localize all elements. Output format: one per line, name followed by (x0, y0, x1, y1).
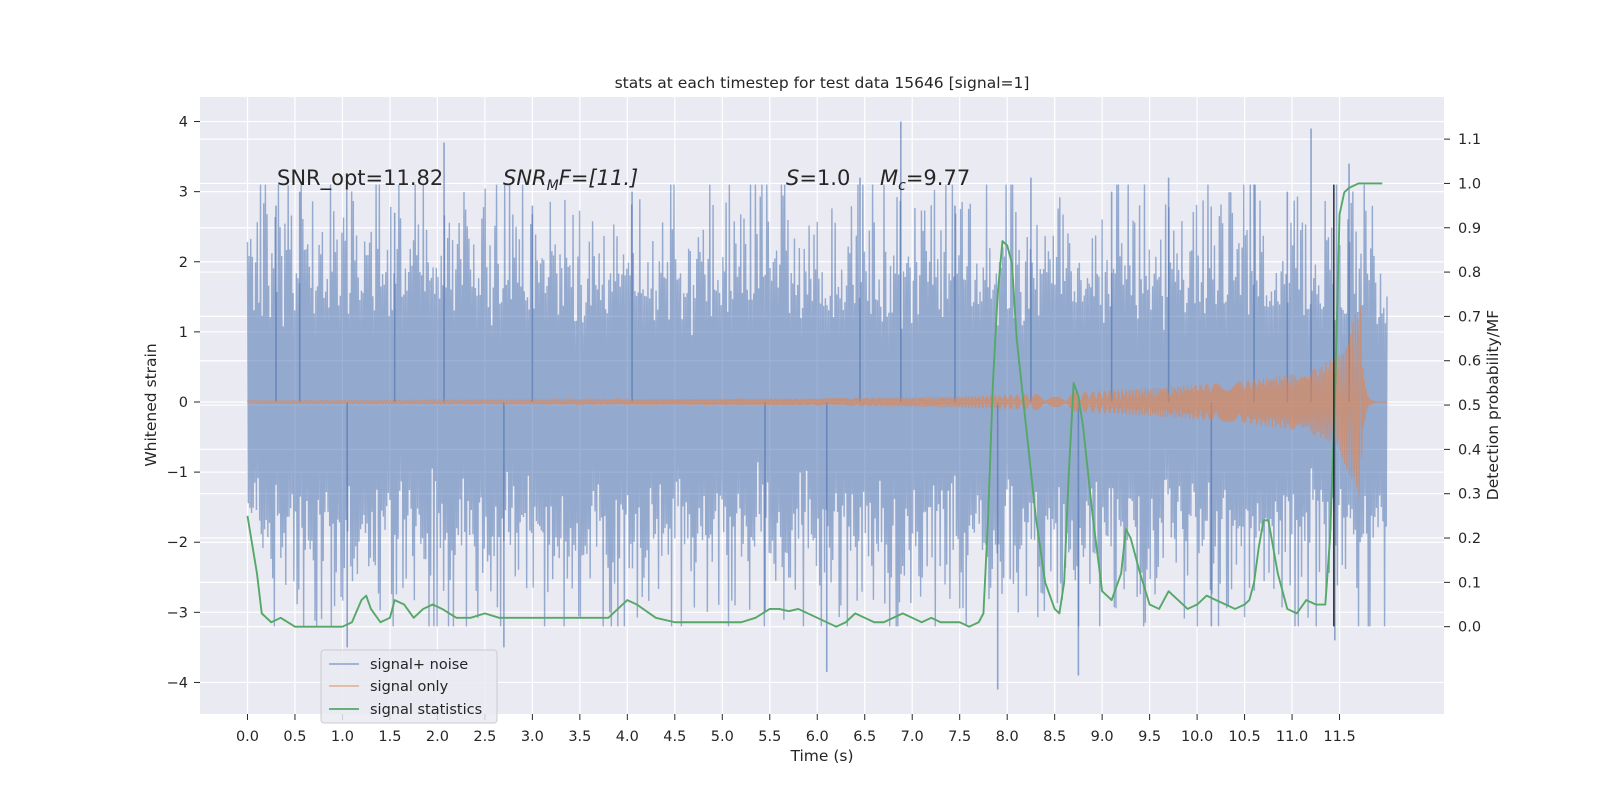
y-tick-label-0: −4 (167, 675, 188, 691)
x-tick-label-14: 7.0 (901, 729, 924, 745)
series-signal-noise (246, 121, 1388, 690)
x-tick-label-22: 11.0 (1276, 729, 1308, 745)
annotation-snr-opt: SNR_opt=11.82 (277, 166, 443, 191)
statistics-trace (246, 182, 1383, 628)
y-tick-label-4: 0 (179, 395, 188, 411)
y-tick-label-1: −3 (167, 605, 188, 621)
y-axis-label: Whitened strain (142, 343, 160, 466)
x-tick-label-3: 1.5 (378, 729, 401, 745)
y2-tick-label-0: 0.0 (1458, 620, 1481, 636)
y-tick-label-2: −2 (167, 535, 188, 551)
x-tick-label-0: 0.0 (236, 729, 259, 745)
x-tick-label-16: 8.0 (996, 729, 1019, 745)
y2-tick-label-3: 0.3 (1458, 487, 1481, 503)
y2-tick-label-9: 0.9 (1458, 221, 1481, 237)
x-tick-label-9: 4.5 (663, 729, 686, 745)
x-tick-label-12: 6.0 (806, 729, 829, 745)
annotation-mc: Mc=9.77 (880, 166, 970, 194)
annotation-snr-mf: SNRMF=[11.] (503, 166, 638, 194)
legend-label-signal-statistics: signal statistics (370, 702, 482, 718)
y2-tick-label-8: 0.8 (1458, 265, 1481, 281)
x-tick-label-15: 7.5 (948, 729, 971, 745)
x-tick-label-4: 2.0 (426, 729, 449, 745)
x-tick-label-2: 1.0 (331, 729, 354, 745)
x-tick-label-6: 3.0 (521, 729, 544, 745)
x-axis-label: Time (s) (789, 747, 853, 765)
y2-tick-label-11: 1.1 (1458, 132, 1481, 148)
series-signal-statistics (246, 182, 1383, 628)
x-tick-label-20: 10.0 (1181, 729, 1213, 745)
legend: signal+ noise signal only signal statist… (320, 649, 498, 724)
y2-tick-label-7: 0.7 (1458, 309, 1481, 325)
legend-box (320, 649, 498, 724)
y-tick-label-5: 1 (179, 325, 188, 341)
signal-trace (246, 306, 1388, 497)
legend-label-signal-noise: signal+ noise (370, 657, 468, 673)
x-tick-label-8: 4.0 (616, 729, 639, 745)
x-tick-label-21: 10.5 (1228, 729, 1260, 745)
x-tick-label-11: 5.5 (758, 729, 781, 745)
y-tick-label-7: 3 (179, 185, 188, 201)
y-tick-label-8: 4 (179, 115, 188, 131)
y-tick-label-3: −1 (167, 465, 188, 481)
y2-tick-label-10: 1.0 (1458, 176, 1481, 192)
y2-tick-label-6: 0.6 (1458, 354, 1481, 370)
y-axis-ticks: −4 −3 −2 −1 0 1 2 3 4 (167, 115, 200, 691)
x-tick-label-19: 9.5 (1138, 729, 1161, 745)
series-signal-only (246, 306, 1388, 497)
legend-label-signal-only: signal only (370, 679, 449, 695)
x-tick-label-1: 0.5 (283, 729, 306, 745)
y-tick-label-6: 2 (179, 255, 188, 271)
y2-tick-label-1: 0.1 (1458, 575, 1481, 591)
annotation-s: S=1.0 (786, 166, 850, 190)
x-tick-label-10: 5.0 (711, 729, 734, 745)
right-axis-ticks: 0.0 0.1 0.2 0.3 0.4 0.5 0.6 0.7 0.8 0.9 1.0 1.1 (1444, 132, 1481, 636)
x-tick-label-5: 2.5 (473, 729, 496, 745)
y2-tick-label-5: 0.5 (1458, 398, 1481, 414)
x-tick-label-7: 3.5 (568, 729, 591, 745)
x-tick-label-13: 6.5 (853, 729, 876, 745)
chart-title: stats at each timestep for test data 156… (615, 74, 1030, 92)
y2-tick-label-4: 0.4 (1458, 442, 1481, 458)
x-tick-label-18: 9.0 (1091, 729, 1114, 745)
x-axis-ticks: 0.0 0.5 1.0 1.5 2.0 2.5 3.0 3.5 4.0 4.5 5.0 5.5 6.0 6… (236, 714, 1356, 745)
x-tick-label-23: 11.5 (1323, 729, 1355, 745)
y2-tick-label-2: 0.2 (1458, 531, 1481, 547)
right-axis-label: Detection probability/MF (1484, 310, 1502, 501)
x-tick-label-17: 8.5 (1043, 729, 1066, 745)
noise-trace (246, 184, 1388, 627)
